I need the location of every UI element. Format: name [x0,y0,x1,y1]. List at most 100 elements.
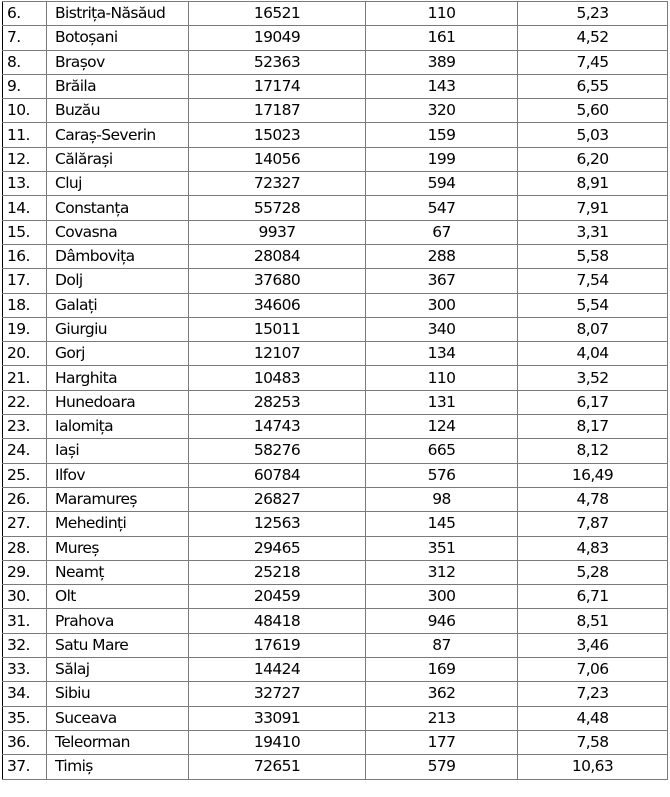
county-name-cell: Covasna [46,219,189,245]
value-1-cell: 10483 [188,365,366,391]
value-2-cell: 131 [365,389,518,416]
value-1-cell: 17187 [188,98,366,124]
value-2-cell: 547 [365,195,518,221]
row-number-cell: 24. [2,438,47,464]
table-row: 16. Dâmbovița 28084 288 5,58 [2,243,668,270]
value-1-cell: 9937 [188,219,366,245]
value-3-cell: 3,52 [517,365,668,391]
county-name-cell: Caraș-Severin [46,122,189,148]
table-row: 20. Gorj 12107 134 4,04 [2,341,668,367]
value-3-cell: 5,54 [517,292,668,318]
table-row: 17. Dolj 37680 367 7,54 [2,268,668,294]
value-1-cell: 37680 [188,268,366,294]
table-row: 35. Suceava 33091 213 4,48 [2,705,668,731]
row-number-cell: 18. [2,292,47,318]
value-2-cell: 351 [365,535,518,561]
value-2-cell: 67 [365,219,518,245]
value-1-cell: 17174 [188,73,366,100]
value-1-cell: 58276 [188,438,366,464]
table-row: 15. Covasna 9937 67 3,31 [2,219,668,245]
value-1-cell: 33091 [188,705,366,731]
value-3-cell: 8,12 [517,438,668,464]
row-number-cell: 9. [2,73,47,100]
county-name-cell: Olt [46,584,189,610]
value-2-cell: 110 [365,0,518,27]
value-2-cell: 946 [365,608,518,634]
value-1-cell: 14424 [188,657,366,683]
row-number-cell: 28. [2,535,47,561]
value-3-cell: 10,63 [517,754,668,780]
value-2-cell: 177 [365,729,518,756]
row-number-cell: 13. [2,171,47,197]
value-1-cell: 55728 [188,195,366,221]
row-number-cell: 20. [2,341,47,367]
value-3-cell: 5,23 [517,0,668,27]
value-1-cell: 12107 [188,341,366,367]
county-name-cell: Teleorman [46,729,189,756]
row-number-cell: 12. [2,146,47,173]
county-name-cell: Sălaj [46,657,189,683]
value-3-cell: 7,06 [517,657,668,683]
table-row: 37. Timiș 72651 579 10,63 [2,754,668,780]
value-2-cell: 665 [365,438,518,464]
county-name-cell: Iași [46,438,189,464]
value-3-cell: 7,87 [517,511,668,537]
value-1-cell: 15023 [188,122,366,148]
value-2-cell: 143 [365,73,518,100]
row-number-cell: 21. [2,365,47,391]
value-2-cell: 288 [365,243,518,270]
value-3-cell: 7,58 [517,729,668,756]
value-3-cell: 3,46 [517,632,668,659]
value-2-cell: 145 [365,511,518,537]
table-row: 29. Neamț 25218 312 5,28 [2,559,668,586]
county-name-cell: Botoșani [46,25,189,51]
row-number-cell: 29. [2,559,47,586]
table-row: 26. Maramureș 26827 98 4,78 [2,486,668,513]
county-name-cell: Dolj [46,268,189,294]
county-name-cell: Cluj [46,171,189,197]
value-1-cell: 20459 [188,584,366,610]
row-number-cell: 17. [2,268,47,294]
county-name-cell: Constanța [46,195,189,221]
table-row: 12. Călărași 14056 199 6,20 [2,146,668,173]
table-row: 22. Hunedoara 28253 131 6,17 [2,389,668,416]
table-row: 19. Giurgiu 15011 340 8,07 [2,316,668,343]
county-name-cell: Dâmbovița [46,243,189,270]
row-number-cell: 7. [2,25,47,51]
row-number-cell: 26. [2,486,47,513]
county-data-table: 6. Bistrița-Năsăud 16521 110 5,23 7. Botoșani 1… [2,0,668,780]
row-number-cell: 8. [2,49,47,75]
county-name-cell: Gorj [46,341,189,367]
table-body: 6. Bistrița-Năsăud 16521 110 5,23 7. Botoșani 1… [2,0,668,780]
value-1-cell: 14743 [188,414,366,440]
value-3-cell: 6,17 [517,389,668,416]
county-name-cell: Timiș [46,754,189,780]
row-number-cell: 6. [2,0,47,27]
table-row: 11. Caraș-Severin 15023 159 5,03 [2,122,668,148]
row-number-cell: 22. [2,389,47,416]
table-row: 13. Cluj 72327 594 8,91 [2,171,668,197]
row-number-cell: 19. [2,316,47,343]
county-name-cell: Ilfov [46,462,189,488]
value-2-cell: 389 [365,49,518,75]
value-3-cell: 4,83 [517,535,668,561]
value-1-cell: 28253 [188,389,366,416]
value-1-cell: 34606 [188,292,366,318]
table-row: 28. Mureș 29465 351 4,83 [2,535,668,561]
county-name-cell: Mehedinți [46,511,189,537]
value-2-cell: 199 [365,146,518,173]
value-3-cell: 6,55 [517,73,668,100]
value-3-cell: 7,91 [517,195,668,221]
table-row: 6. Bistrița-Năsăud 16521 110 5,23 [2,0,668,27]
value-2-cell: 594 [365,171,518,197]
value-3-cell: 4,04 [517,341,668,367]
value-1-cell: 48418 [188,608,366,634]
value-1-cell: 19049 [188,25,366,51]
county-name-cell: Galați [46,292,189,318]
table-row: 24. Iași 58276 665 8,12 [2,438,668,464]
value-3-cell: 5,60 [517,98,668,124]
value-2-cell: 98 [365,486,518,513]
table-row: 31. Prahova 48418 946 8,51 [2,608,668,634]
row-number-cell: 23. [2,414,47,440]
county-name-cell: Sibiu [46,681,189,707]
